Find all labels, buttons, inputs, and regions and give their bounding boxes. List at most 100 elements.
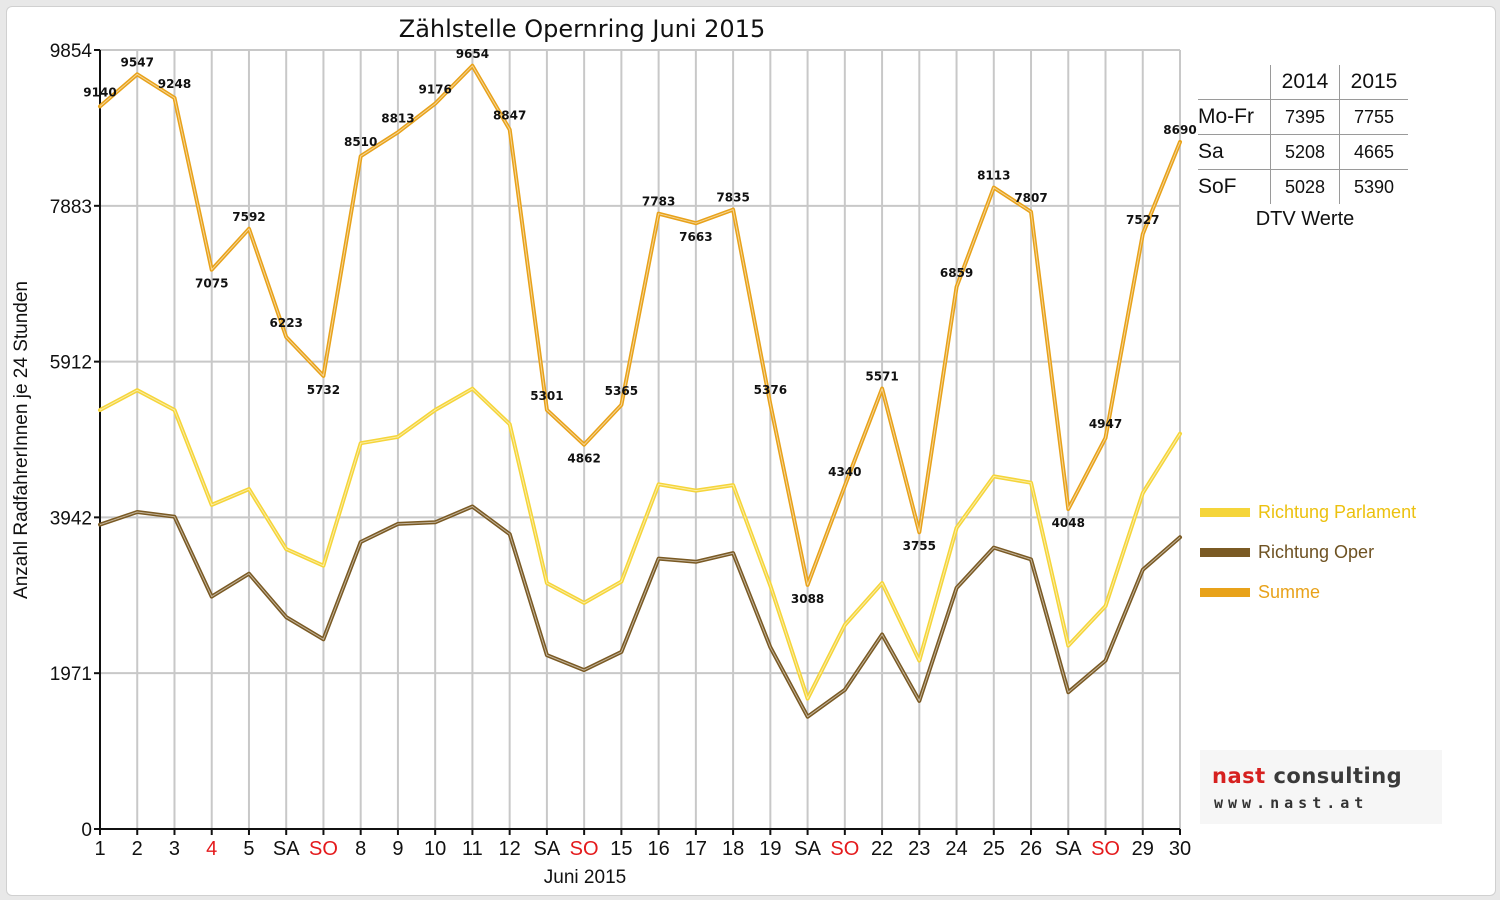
data-label: 7835 [716, 191, 749, 205]
logo-name: nast consulting [1212, 764, 1402, 788]
x-tick-label: 1 [94, 838, 105, 860]
data-label: 5376 [754, 383, 787, 397]
company-logo: nast consulting www.nast.at [1200, 750, 1442, 824]
gridlines [100, 49, 1181, 829]
dtv-value-2014: 5028 [1270, 169, 1340, 204]
y-tick-label: 5912 [50, 353, 92, 374]
legend-swatch [1200, 507, 1250, 517]
x-tick-label: 18 [722, 838, 744, 860]
x-tick-label: 16 [647, 838, 669, 860]
x-tick-label: SO [570, 838, 599, 860]
legend-label: Summe [1258, 581, 1321, 602]
series-line-highlight [99, 388, 1181, 700]
legend-label: Richtung Oper [1258, 541, 1375, 562]
x-tick-label: 8 [355, 838, 366, 860]
dtv-value-2015: 4665 [1339, 134, 1408, 170]
x-tick-label: 23 [908, 838, 930, 860]
data-label: 7807 [1014, 191, 1047, 205]
logo-name-part2: consulting [1265, 764, 1403, 788]
data-label: 7592 [232, 210, 265, 224]
data-label: 7663 [679, 230, 712, 244]
x-tick-label: 22 [871, 838, 893, 860]
legend-item-summe: Summe [1200, 572, 1416, 612]
dtv-row-sa: Sa 5208 4665 [1198, 134, 1408, 170]
data-label: 6223 [270, 316, 303, 330]
data-label: 7527 [1126, 213, 1159, 227]
x-tick-label: SO [309, 838, 338, 860]
x-tick-label: 11 [462, 838, 483, 860]
data-label: 3088 [791, 592, 824, 606]
series-line-highlight [99, 506, 1181, 718]
legend-item-oper: Richtung Oper [1200, 532, 1416, 572]
y-tick-label: 1971 [50, 664, 92, 685]
y-tick-label: 0 [81, 820, 92, 841]
data-label: 7783 [642, 195, 675, 209]
x-tick-label: 3 [169, 838, 180, 860]
data-label: 4947 [1089, 417, 1122, 431]
data-label: 9654 [456, 47, 489, 61]
x-tick-label: 2 [132, 838, 143, 860]
x-tick-label: SA [273, 838, 300, 860]
x-tick-label: 19 [759, 838, 781, 860]
x-tick-label: 4 [206, 838, 217, 860]
legend-swatch [1200, 587, 1250, 597]
data-label: 4048 [1052, 516, 1085, 530]
data-label: 8510 [344, 135, 377, 149]
x-tick-label: 24 [945, 838, 967, 860]
data-label: 9547 [121, 55, 154, 69]
y-axis-title: Anzahl RadfahrerInnen je 24 Stunden [11, 281, 32, 599]
x-tick-label: 5 [243, 838, 254, 860]
data-label: 5571 [865, 370, 898, 384]
dtv-header-2014: 2014 [1270, 65, 1340, 100]
data-label: 4862 [567, 452, 600, 466]
data-labels: 9140 9547 9248 7075 7592 6223 5732 8510 8813 9176… [83, 47, 1196, 606]
dtv-row-label: Mo-Fr [1198, 99, 1271, 135]
logo-url: www.nast.at [1214, 794, 1369, 812]
dtv-value-2014: 5208 [1270, 134, 1340, 170]
dtv-row-sof: SoF 5028 5390 [1198, 169, 1408, 204]
x-tick-label: SA [794, 838, 821, 860]
data-label: 8813 [381, 111, 414, 125]
y-tick-label: 3942 [50, 508, 92, 529]
x-axis-title: Juni 2015 [544, 867, 626, 888]
data-label: 6859 [940, 266, 973, 280]
x-tick-label: 9 [392, 838, 403, 860]
series-lines [98, 63, 1182, 719]
legend-swatch [1200, 547, 1250, 557]
dtv-header-empty [1198, 65, 1271, 100]
y-tick-label: 7883 [50, 197, 92, 218]
dtv-value-2015: 5390 [1353, 176, 1395, 197]
x-tick-label: SA [534, 838, 561, 860]
data-label: 9140 [83, 85, 116, 99]
dtv-row-label: Sa [1198, 134, 1271, 170]
series-line-highlight [99, 65, 1181, 586]
x-tick-label: 25 [983, 838, 1005, 860]
data-label: 9176 [418, 83, 451, 97]
data-label: 9248 [158, 77, 191, 91]
logo-name-part1: nast [1212, 764, 1266, 788]
x-tick-label: SA [1055, 838, 1082, 860]
x-tick-label: 30 [1169, 838, 1191, 860]
data-label: 3755 [903, 539, 936, 553]
x-tick-label: 12 [499, 838, 521, 860]
dtv-row-mofr: Mo-Fr 7395 7755 [1198, 99, 1408, 135]
x-tick-label: SO [1091, 838, 1120, 860]
series-line-richtung-parlament [98, 386, 1182, 701]
x-tick-label: 29 [1132, 838, 1154, 860]
dtv-caption: DTV Werte [1255, 208, 1355, 230]
x-tick-label: 10 [424, 838, 446, 860]
data-label: 5301 [530, 389, 563, 403]
dtv-value-2014: 7395 [1270, 99, 1340, 135]
legend-item-parlament: Richtung Parlament [1200, 492, 1416, 532]
dtv-table: 2014 2015 Mo-Fr 7395 7755 Sa 5208 4665 S… [1198, 65, 1408, 204]
dtv-header-2015: 2015 [1339, 65, 1408, 100]
y-tick-label: 9854 [50, 41, 93, 62]
x-tick-label: SO [830, 838, 859, 860]
data-label: 8690 [1163, 123, 1196, 137]
legend-label: Richtung Parlament [1258, 501, 1417, 522]
data-label: 5732 [307, 383, 340, 397]
legend: Richtung Parlament Richtung Oper Summe [1200, 492, 1416, 612]
x-tick-label: 17 [685, 838, 707, 860]
